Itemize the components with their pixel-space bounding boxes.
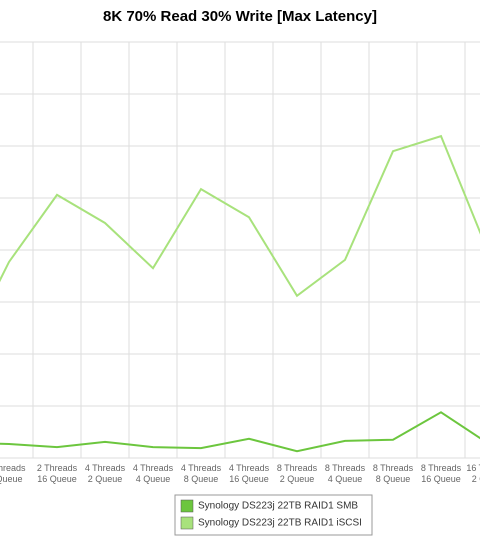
x-tick-label: 4 Threads 8 Queue <box>181 463 222 484</box>
legend-label: Synology DS223j 22TB RAID1 SMB <box>198 501 358 512</box>
chart-title: 8K 70% Read 30% Write [Max Latency] <box>103 8 377 25</box>
x-tick-label: 4 Threads 16 Queue <box>229 463 270 484</box>
x-tick-label: 8 Threads 16 Queue <box>421 463 462 484</box>
series-line <box>0 134 480 298</box>
x-tick-label: 8 Threads 2 Queue <box>277 463 318 484</box>
x-tick-label: 8 Threads 8 Queue <box>373 463 414 484</box>
grid <box>0 41 480 459</box>
x-tick-label: 4 Threads 2 Queue <box>85 463 126 484</box>
legend-swatch <box>180 516 194 530</box>
legend-swatch <box>180 499 194 513</box>
x-tick-label: 2 Threads 16 Queue <box>37 463 78 484</box>
plot <box>0 134 480 453</box>
x-tick-label: ThreadsQueue <box>0 463 26 484</box>
x-tick-label: 4 Threads 4 Queue <box>133 463 174 484</box>
legend-box <box>174 494 373 536</box>
series-line <box>0 411 480 453</box>
legend-label: Synology DS223j 22TB RAID1 iSCSI <box>198 518 362 529</box>
x-tick-label: 8 Threads 4 Queue <box>325 463 366 484</box>
legend: Synology DS223j 22TB RAID1 SMB Synology D… <box>180 499 362 530</box>
